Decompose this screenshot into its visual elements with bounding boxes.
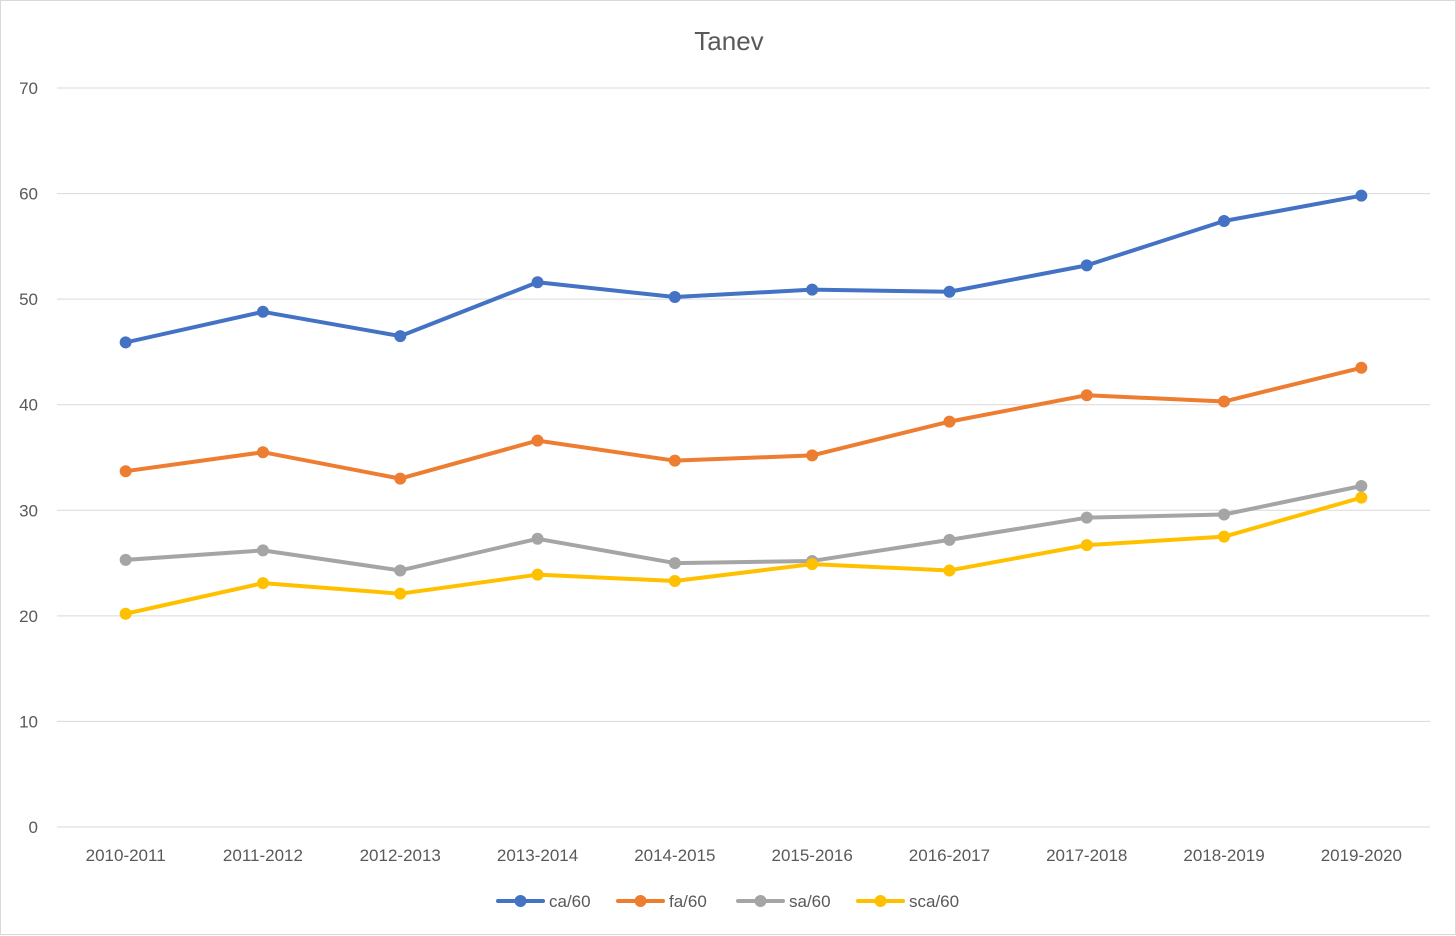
data-point bbox=[1218, 215, 1231, 228]
data-point bbox=[394, 564, 407, 577]
data-point bbox=[1080, 511, 1093, 524]
y-tick-label: 70 bbox=[19, 79, 38, 98]
data-point bbox=[943, 564, 956, 577]
data-point bbox=[668, 291, 681, 304]
data-point bbox=[668, 557, 681, 570]
series-2 bbox=[119, 480, 1368, 577]
data-point bbox=[806, 449, 819, 462]
y-tick-label: 30 bbox=[19, 501, 38, 520]
legend: ca/60 fa/60 sa/60 sca/60 bbox=[496, 892, 959, 911]
legend-item: sa/60 bbox=[736, 892, 831, 911]
y-axis-tick-labels: 0 10 20 30 40 50 60 70 bbox=[19, 79, 38, 837]
data-point bbox=[119, 607, 132, 620]
x-tick-label: 2010-2011 bbox=[86, 846, 166, 865]
data-point bbox=[531, 568, 544, 581]
series-line bbox=[123, 495, 1364, 616]
data-point bbox=[668, 454, 681, 467]
series-0 bbox=[119, 189, 1368, 349]
data-point bbox=[1355, 361, 1368, 374]
x-tick-label: 2016-2017 bbox=[909, 846, 990, 865]
data-point bbox=[256, 544, 269, 557]
legend-marker bbox=[514, 895, 527, 907]
data-point bbox=[394, 472, 407, 485]
x-tick-label: 2011-2012 bbox=[223, 846, 303, 865]
legend-item: ca/60 bbox=[496, 892, 591, 911]
x-tick-label: 2012-2013 bbox=[360, 846, 441, 865]
data-point bbox=[1218, 395, 1231, 408]
legend-marker bbox=[634, 895, 647, 907]
data-point bbox=[1080, 259, 1093, 272]
data-point bbox=[394, 587, 407, 600]
data-point bbox=[1355, 189, 1368, 202]
x-axis-tick-labels: 2010-2011 2011-2012 2012-2013 2013-2014 2014… bbox=[86, 846, 1402, 865]
legend-label: sa/60 bbox=[789, 892, 831, 911]
y-tick-label: 50 bbox=[19, 290, 38, 309]
y-tick-label: 60 bbox=[19, 185, 38, 204]
legend-label: ca/60 bbox=[549, 892, 591, 911]
legend-item: sca/60 bbox=[856, 892, 959, 911]
data-point bbox=[1080, 539, 1093, 552]
y-tick-label: 20 bbox=[19, 607, 38, 626]
data-point bbox=[943, 415, 956, 428]
x-tick-label: 2019-2020 bbox=[1321, 846, 1402, 865]
data-point bbox=[1355, 480, 1368, 493]
data-point bbox=[119, 465, 132, 478]
legend-label: fa/60 bbox=[669, 892, 707, 911]
y-tick-label: 40 bbox=[19, 396, 38, 415]
series-line bbox=[123, 193, 1364, 345]
series-line bbox=[123, 365, 1364, 481]
x-tick-label: 2014-2015 bbox=[634, 846, 715, 865]
data-point bbox=[119, 553, 132, 566]
data-point bbox=[119, 336, 132, 349]
y-tick-label: 10 bbox=[19, 712, 38, 731]
legend-marker bbox=[754, 895, 767, 907]
data-point bbox=[531, 532, 544, 545]
series-1 bbox=[119, 361, 1368, 485]
data-point bbox=[1355, 491, 1368, 504]
y-tick-label: 0 bbox=[29, 818, 38, 837]
gridlines bbox=[57, 87, 1430, 828]
legend-marker bbox=[874, 895, 887, 907]
series-line bbox=[123, 484, 1364, 573]
data-point bbox=[806, 283, 819, 296]
data-point bbox=[531, 276, 544, 289]
data-point bbox=[256, 577, 269, 590]
data-point bbox=[256, 305, 269, 318]
data-point bbox=[256, 446, 269, 459]
data-point bbox=[806, 558, 819, 571]
data-point bbox=[394, 330, 407, 343]
data-point bbox=[1080, 389, 1093, 402]
data-point bbox=[668, 575, 681, 588]
data-point bbox=[1218, 530, 1231, 543]
x-tick-label: 2013-2014 bbox=[497, 846, 578, 865]
series-3 bbox=[119, 491, 1368, 620]
data-point bbox=[943, 533, 956, 546]
series-lines bbox=[119, 189, 1368, 620]
data-point bbox=[943, 285, 956, 298]
chart-title: Tanev bbox=[694, 26, 763, 56]
x-tick-label: 2018-2019 bbox=[1183, 846, 1264, 865]
x-tick-label: 2015-2016 bbox=[771, 846, 852, 865]
x-tick-label: 2017-2018 bbox=[1046, 846, 1127, 865]
data-point bbox=[1218, 508, 1231, 521]
legend-label: sca/60 bbox=[909, 892, 959, 911]
data-point bbox=[531, 434, 544, 447]
legend-item: fa/60 bbox=[616, 892, 707, 911]
